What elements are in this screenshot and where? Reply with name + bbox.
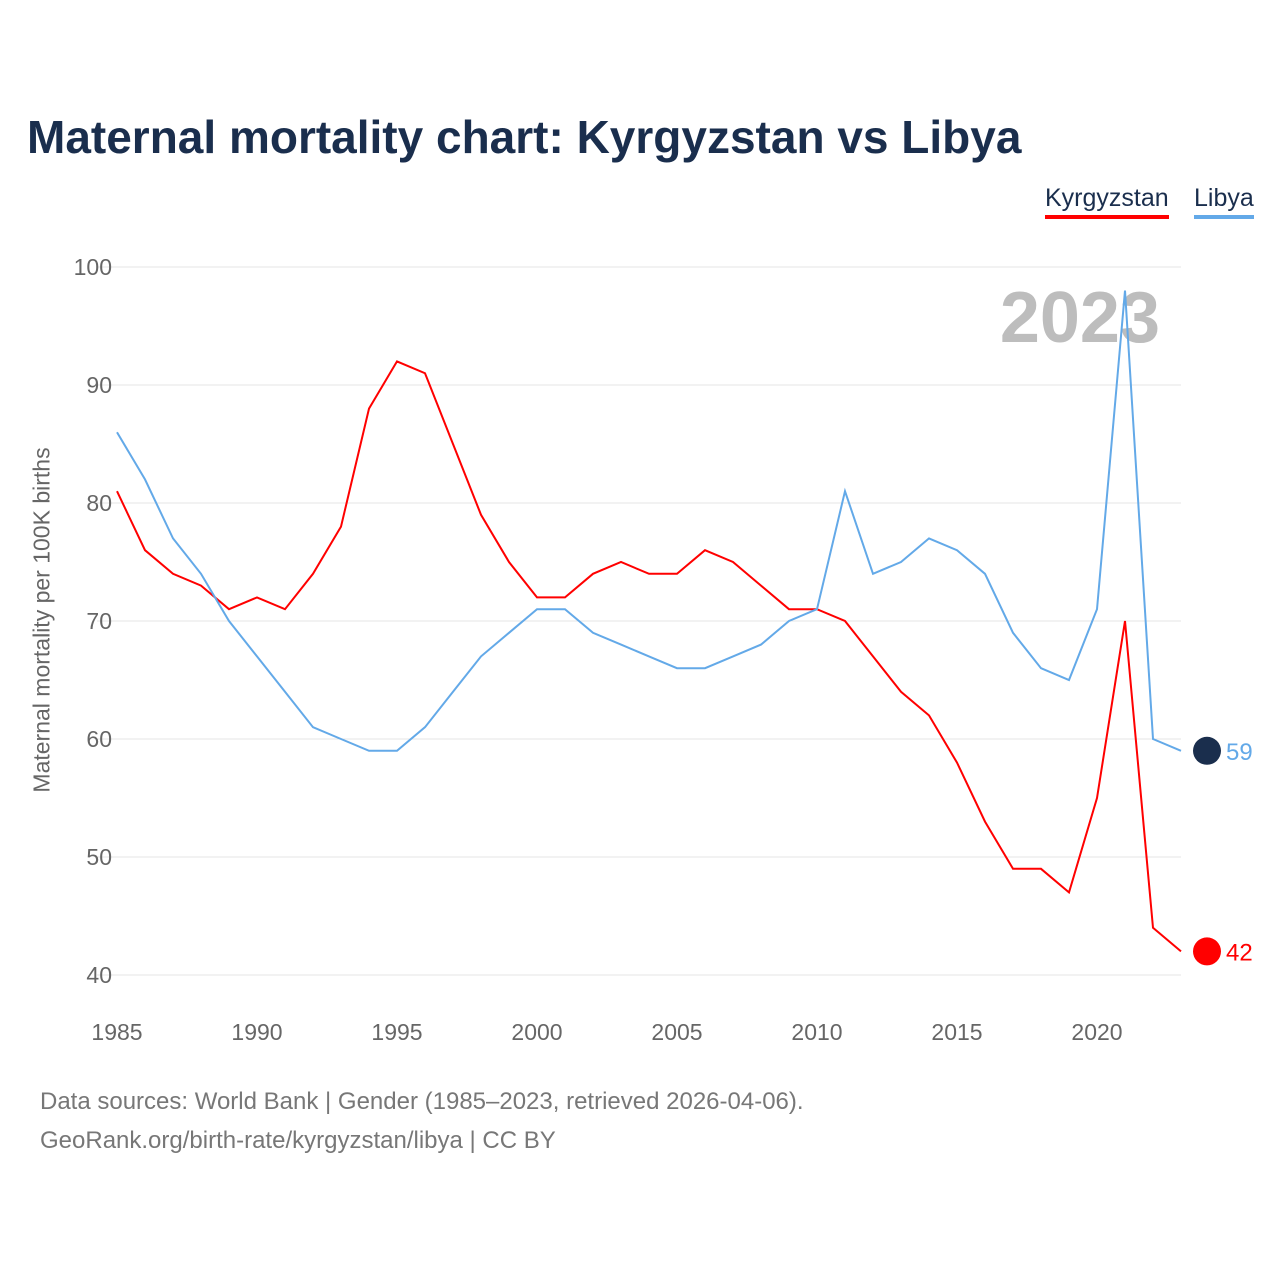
footer-sources: Data sources: World Bank | Gender (1985–… bbox=[40, 1088, 804, 1115]
x-tick-label: 2010 bbox=[791, 1019, 842, 1045]
x-tick-label: 1995 bbox=[371, 1019, 422, 1045]
y-tick-label: 100 bbox=[74, 254, 112, 280]
flag-kyrgyzstan-icon bbox=[1193, 937, 1221, 966]
x-tick-label: 1985 bbox=[91, 1019, 142, 1045]
year-watermark: 2023 bbox=[1000, 278, 1160, 358]
x-tick-label: 2005 bbox=[651, 1019, 702, 1045]
series-line-libya bbox=[116, 290, 1182, 752]
legend-kyrgyzstan[interactable]: Kyrgyzstan bbox=[1045, 184, 1169, 219]
x-tick-label: 2000 bbox=[511, 1019, 562, 1045]
y-tick-label: 40 bbox=[86, 962, 112, 988]
series-line-kyrgyzstan bbox=[116, 360, 1182, 953]
end-label-libya: 59 bbox=[1226, 739, 1253, 766]
footer-link[interactable]: GeoRank.org/birth-rate/kyrgyzstan/libya … bbox=[40, 1127, 556, 1154]
x-tick-label: 2020 bbox=[1071, 1019, 1122, 1045]
x-tick-label: 1990 bbox=[231, 1019, 282, 1045]
y-tick-label: 90 bbox=[86, 372, 112, 398]
y-tick-label: 60 bbox=[86, 726, 112, 752]
legend-libya[interactable]: Libya bbox=[1194, 184, 1254, 219]
flag-libya-icon bbox=[1193, 736, 1221, 765]
y-tick-label: 70 bbox=[86, 608, 112, 634]
y-tick-label: 50 bbox=[86, 844, 112, 870]
chart-title: Maternal mortality chart: Kyrgyzstan vs … bbox=[27, 111, 1022, 163]
x-tick-label: 2015 bbox=[931, 1019, 982, 1045]
end-label-kyrgyzstan: 42 bbox=[1226, 939, 1253, 966]
y-tick-label: 80 bbox=[86, 490, 112, 516]
